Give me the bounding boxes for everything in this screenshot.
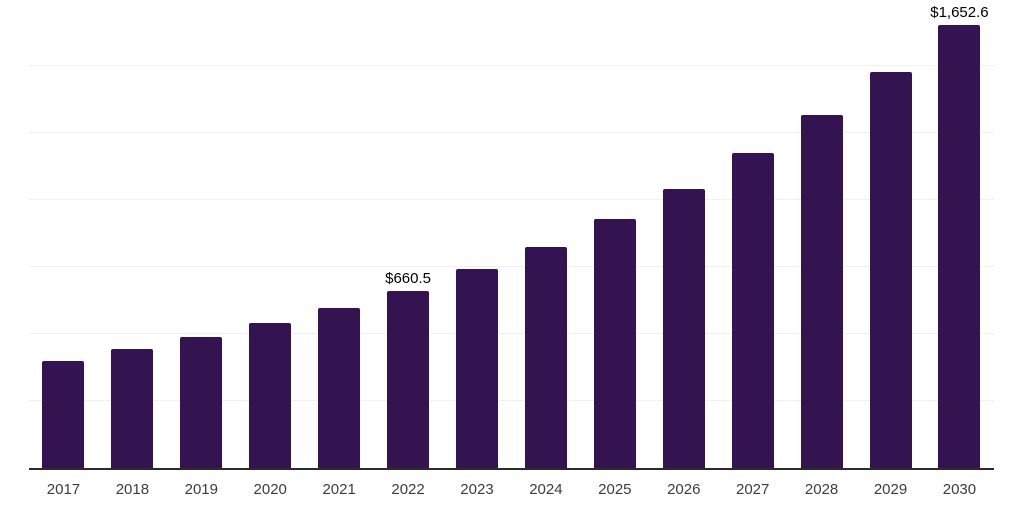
x-tick-2021: 2021 (322, 481, 356, 498)
gridline-1250 (29, 132, 994, 133)
x-tick-2018: 2018 (115, 481, 150, 498)
bar-2020 (249, 323, 292, 468)
bar-2027 (731, 153, 774, 468)
bar-slot-2017 (29, 1, 98, 468)
x-tick-2025: 2025 (598, 481, 632, 498)
x-tick-2023: 2023 (460, 481, 494, 498)
bar-2021 (318, 308, 361, 468)
x-tick-2020: 2020 (253, 481, 287, 498)
bar-slot-2022: $660.5 (374, 1, 443, 468)
bar-slot-2025 (580, 1, 649, 468)
bar-slot-2028 (787, 1, 856, 468)
gridline-250 (29, 400, 994, 401)
bar-slot-2021 (305, 1, 374, 468)
bar-2022 (387, 291, 430, 468)
x-tick-2017: 2017 (46, 481, 81, 498)
gridline-750 (29, 266, 994, 267)
x-tick-2022: 2022 (391, 481, 425, 498)
bar-2030 (938, 25, 981, 468)
gridline-500 (29, 333, 994, 334)
x-tick-2024: 2024 (529, 481, 563, 498)
x-tick-2019: 2019 (184, 481, 218, 498)
bars: $660.5 $1,652.6 (29, 1, 994, 468)
gridline-1000 (29, 199, 994, 200)
bar-2026 (662, 189, 705, 468)
data-label-2022: $660.5 (385, 270, 432, 287)
bar-2023 (455, 269, 498, 468)
bar-slot-2026 (649, 1, 718, 468)
data-label-2030: $1,652.6 (930, 4, 989, 22)
bar-2019 (180, 336, 223, 468)
bar-2029 (869, 72, 912, 468)
bar-2025 (593, 219, 636, 468)
bar-slot-2029 (856, 1, 925, 468)
bar-slot-2020 (236, 1, 305, 468)
bar-slot-2024 (511, 1, 580, 468)
x-tick-2030: 2030 (942, 481, 977, 498)
gridline-1500 (29, 65, 994, 66)
bar-slot-2030: $1,652.6 (925, 1, 994, 468)
bar-slot-2018 (98, 1, 167, 468)
plot-area: $660.5 $1,652.6 (29, 1, 994, 470)
bar-slot-2023 (443, 1, 512, 468)
gridlines (29, 1, 994, 468)
x-tick-2029: 2029 (873, 481, 908, 498)
x-tick-2028: 2028 (804, 481, 839, 498)
x-tick-2027: 2027 (735, 481, 770, 498)
bar-2018 (111, 349, 154, 468)
x-tick-2026: 2026 (667, 481, 701, 498)
bar-2028 (800, 115, 843, 468)
bar-slot-2027 (718, 1, 787, 468)
bar-2024 (524, 246, 567, 468)
x-axis-labels: 2017 2018 2019 2020 2021 2022 2023 2024 2025 2026… (29, 481, 994, 499)
bar-2017 (42, 361, 85, 468)
bar-slot-2019 (167, 1, 236, 468)
